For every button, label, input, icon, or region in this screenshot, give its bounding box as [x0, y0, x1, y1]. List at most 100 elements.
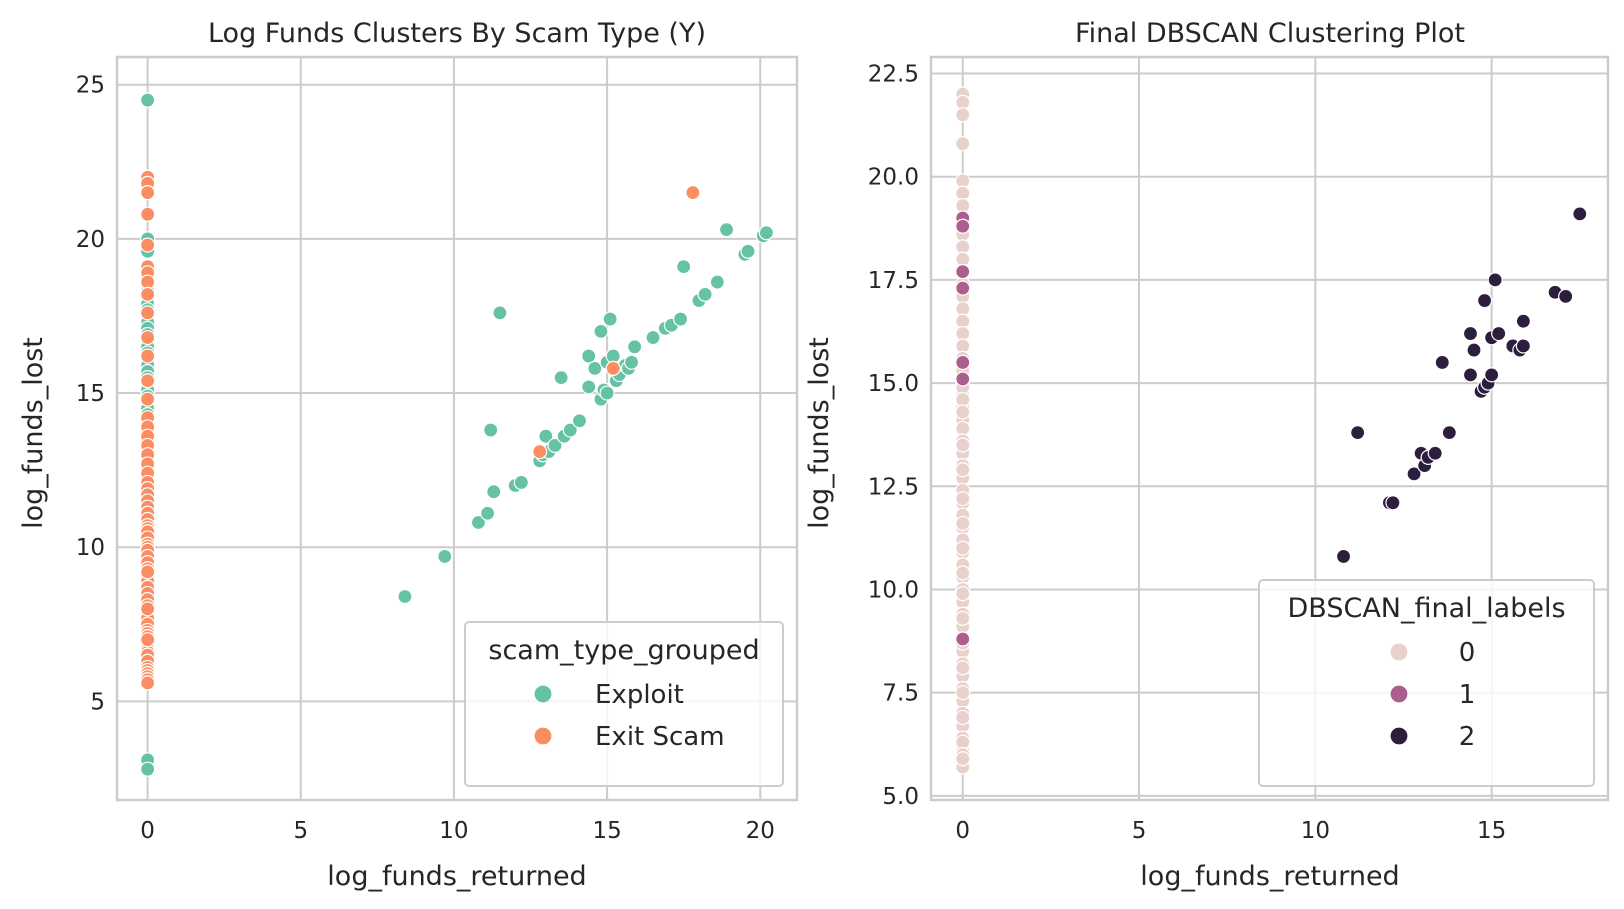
- x-tick-label: 0: [140, 818, 155, 844]
- x-tick-label: 20: [746, 818, 775, 844]
- y-tick-label: 15.0: [868, 371, 919, 397]
- legend-label: 2: [1459, 722, 1476, 752]
- data-point: [140, 305, 156, 321]
- y-tick-label: 5.0: [882, 784, 919, 810]
- data-point: [1462, 325, 1479, 342]
- data-point: [955, 631, 971, 647]
- y-tick-label: 25: [76, 73, 105, 99]
- left-scatter-panel: Log Funds Clusters By Scam Type (Y) log_…: [18, 18, 799, 892]
- y-tick-label: 20: [76, 227, 105, 253]
- data-point: [605, 360, 621, 376]
- data-point: [470, 514, 487, 531]
- legend-marker: [1389, 642, 1409, 662]
- data-point: [140, 601, 156, 617]
- legend-marker: [1389, 726, 1409, 746]
- data-point: [758, 225, 774, 241]
- data-point: [1476, 292, 1493, 309]
- data-point: [599, 385, 615, 401]
- data-point: [955, 565, 971, 581]
- plot-frame: [929, 55, 1610, 802]
- data-point: [140, 564, 156, 580]
- legend-title: DBSCAN_final_labels: [1287, 593, 1565, 624]
- legend-box: [1258, 579, 1595, 787]
- data-point: [1466, 342, 1482, 358]
- data-point: [581, 348, 597, 364]
- data-point: [955, 751, 971, 767]
- right-y-axis-label: log_funds_lost: [804, 337, 835, 529]
- left-y-axis-label: log_funds_lost: [18, 337, 49, 529]
- data-point: [513, 474, 529, 491]
- data-point: [571, 413, 588, 429]
- data-point: [562, 422, 578, 438]
- data-point: [685, 185, 701, 201]
- data-point: [140, 391, 156, 407]
- y-tick-label: 10.0: [868, 577, 919, 603]
- data-point: [1406, 466, 1422, 482]
- y-tick-label: 22.5: [868, 62, 919, 88]
- data-point: [955, 660, 971, 676]
- y-tick-label: 17.5: [868, 268, 919, 294]
- data-point: [955, 685, 971, 701]
- data-point: [1515, 338, 1531, 354]
- data-point: [1572, 206, 1588, 222]
- series-exit-scam: [140, 169, 701, 691]
- y-tick-label: 20.0: [868, 165, 919, 191]
- y-tick-label: 12.5: [868, 474, 919, 500]
- data-point: [955, 515, 971, 532]
- data-point: [140, 348, 156, 364]
- data-point: [955, 437, 971, 453]
- data-point: [676, 259, 692, 275]
- data-point: [593, 323, 609, 339]
- data-point: [1487, 272, 1503, 288]
- data-point: [532, 444, 548, 460]
- data-point: [486, 484, 502, 500]
- data-point: [1441, 425, 1457, 441]
- data-point: [955, 107, 971, 123]
- data-point: [483, 422, 499, 438]
- data-point: [1335, 548, 1352, 565]
- data-point: [1484, 367, 1500, 383]
- x-tick-label: 15: [592, 818, 621, 844]
- data-point: [547, 437, 563, 454]
- legend: DBSCAN_final_labels 0 1 2: [1258, 579, 1595, 787]
- x-tick-label: 15: [1477, 818, 1506, 844]
- data-point: [140, 373, 156, 389]
- y-tick-label: 5: [90, 689, 105, 715]
- data-point: [697, 286, 713, 302]
- data-point: [955, 462, 971, 478]
- data-point: [538, 428, 554, 444]
- legend-label: 0: [1459, 638, 1476, 668]
- legend-marker: [1389, 684, 1409, 704]
- x-tick-label: 10: [439, 818, 468, 844]
- series-1: [955, 210, 971, 647]
- data-point: [740, 243, 756, 259]
- data-point: [955, 136, 971, 152]
- legend-label: Exploit: [595, 680, 684, 710]
- data-point: [673, 311, 689, 327]
- x-tick-label: 10: [1301, 818, 1330, 844]
- data-point: [627, 339, 643, 355]
- legend-marker: [533, 726, 553, 746]
- data-point: [645, 329, 661, 346]
- series-2: [1335, 206, 1588, 565]
- left-x-axis-label: log_funds_returned: [327, 861, 586, 892]
- data-point: [140, 329, 156, 346]
- x-tick-label: 0: [955, 818, 970, 844]
- data-point: [1462, 367, 1479, 383]
- data-point: [718, 222, 735, 238]
- data-point: [1515, 313, 1531, 329]
- y-tick-label: 10: [76, 535, 105, 561]
- data-point: [709, 274, 725, 290]
- y-tick-label: 7.5: [882, 681, 919, 707]
- right-chart-title: Final DBSCAN Clustering Plot: [1075, 18, 1465, 49]
- series-0: [955, 86, 971, 775]
- data-point: [1434, 354, 1450, 371]
- data-point: [492, 305, 508, 321]
- data-point: [581, 379, 597, 395]
- data-point: [955, 610, 971, 626]
- data-point: [955, 280, 971, 296]
- data-point: [437, 548, 453, 565]
- data-point: [397, 588, 413, 605]
- legend-marker: [533, 684, 553, 704]
